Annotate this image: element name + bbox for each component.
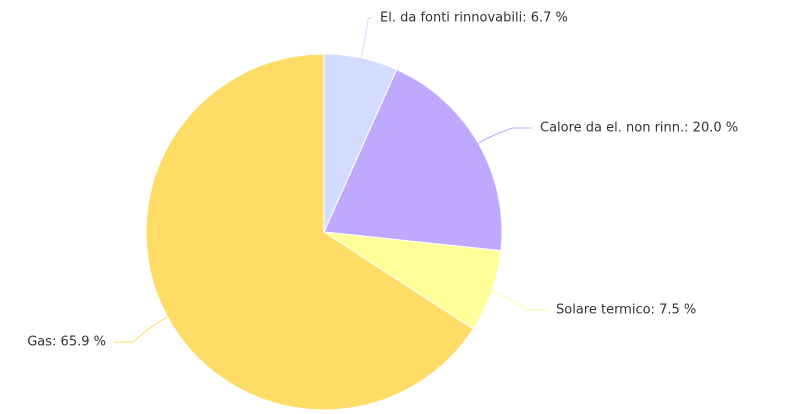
connector	[491, 290, 548, 311]
data-label: Calore da el. non rinn.: 20.0 %	[540, 121, 738, 136]
data-label: Solare termico: 7.5 %	[556, 303, 696, 318]
data-label: El. da fonti rinnovabili: 6.7 %	[380, 11, 568, 26]
connector	[114, 316, 168, 343]
connector	[477, 127, 532, 144]
pie-slice	[323, 68, 503, 252]
data-label: Gas: 65.9 %	[27, 335, 106, 350]
connector	[360, 17, 372, 59]
pie-slice	[145, 53, 474, 411]
